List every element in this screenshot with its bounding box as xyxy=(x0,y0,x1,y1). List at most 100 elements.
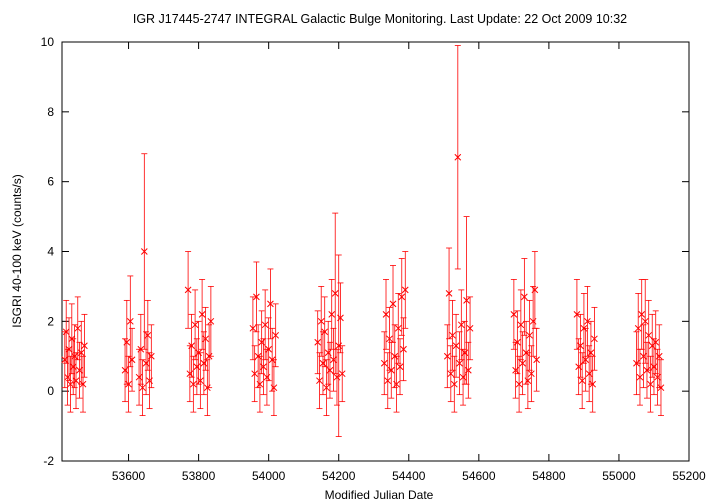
data-point xyxy=(256,355,264,413)
point-marker xyxy=(77,349,85,357)
point-marker xyxy=(573,310,581,318)
data-point xyxy=(386,306,393,371)
point-marker xyxy=(272,331,280,339)
point-marker xyxy=(253,293,260,301)
point-marker xyxy=(62,328,70,336)
data-point xyxy=(657,359,665,417)
point-marker xyxy=(584,317,591,325)
data-point xyxy=(443,324,451,389)
data-point xyxy=(79,355,87,413)
data-point xyxy=(314,310,322,375)
point-marker xyxy=(394,324,402,332)
point-marker xyxy=(79,380,87,388)
point-marker xyxy=(316,377,323,385)
point-marker xyxy=(191,321,199,329)
data-point xyxy=(61,331,69,389)
data-point xyxy=(65,317,73,382)
data-point xyxy=(144,299,152,371)
point-marker xyxy=(449,331,456,339)
point-marker xyxy=(457,321,465,329)
point-marker xyxy=(652,338,660,346)
y-tick-label: 8 xyxy=(47,105,54,119)
point-marker xyxy=(401,286,409,294)
data-point xyxy=(591,306,598,371)
point-marker xyxy=(71,352,78,360)
point-marker xyxy=(647,380,654,388)
data-point xyxy=(454,45,462,270)
data-point xyxy=(126,275,134,368)
x-tick-label: 55000 xyxy=(602,469,636,483)
point-marker xyxy=(331,290,339,297)
point-marker xyxy=(456,359,463,367)
point-marker xyxy=(641,317,649,325)
y-tick-label: 4 xyxy=(47,245,54,259)
data-point xyxy=(447,345,455,403)
x-tick-label: 53800 xyxy=(182,469,216,483)
point-marker xyxy=(380,359,388,367)
data-point xyxy=(207,286,215,357)
point-marker xyxy=(126,317,134,325)
point-marker xyxy=(387,366,395,374)
point-marker xyxy=(67,380,74,388)
point-marker xyxy=(123,338,131,346)
point-marker xyxy=(382,310,390,318)
x-axis-label: Modified Julian Date xyxy=(325,488,434,502)
data-point xyxy=(396,338,404,396)
point-marker xyxy=(386,335,393,343)
y-axis-ticks: -2 0 2 4 6 8 10 xyxy=(41,35,689,468)
data-point xyxy=(316,352,323,410)
x-tick-label: 54000 xyxy=(252,469,286,483)
point-marker xyxy=(466,324,474,332)
data-point xyxy=(517,289,525,361)
point-marker xyxy=(515,380,523,388)
data-point xyxy=(251,345,259,403)
data-point xyxy=(74,296,82,361)
data-point xyxy=(582,327,590,392)
point-marker xyxy=(270,384,278,392)
point-marker xyxy=(447,370,455,378)
data-point xyxy=(123,299,131,385)
x-tick-label: 53600 xyxy=(112,469,146,483)
data-point xyxy=(197,352,204,410)
data-point xyxy=(186,345,194,403)
data-point xyxy=(589,355,597,413)
point-marker xyxy=(69,363,77,371)
point-marker xyxy=(81,342,88,350)
x-tick-label: 54600 xyxy=(462,469,496,483)
x-tick-label: 55200 xyxy=(672,469,706,483)
data-point xyxy=(69,338,77,396)
data-point xyxy=(533,327,540,392)
data-point xyxy=(641,279,649,364)
data-point xyxy=(72,352,80,410)
point-marker xyxy=(454,153,462,161)
point-marker xyxy=(638,310,646,318)
x-axis-ticks: 53600 53800 54000 54200 54400 54600 54800 55000… xyxy=(112,42,706,483)
data-point xyxy=(272,303,280,368)
x-tick-label: 54800 xyxy=(532,469,566,483)
point-marker xyxy=(198,310,206,318)
x-tick-label: 54200 xyxy=(322,469,356,483)
data-point xyxy=(261,289,269,361)
point-marker xyxy=(202,335,209,343)
point-marker xyxy=(128,356,136,364)
data-point xyxy=(519,331,526,396)
point-marker xyxy=(337,314,344,322)
data-point xyxy=(249,296,257,361)
point-marker xyxy=(74,324,82,332)
point-marker xyxy=(577,342,584,350)
point-marker xyxy=(265,345,273,353)
point-marker xyxy=(328,310,336,318)
plot-frame xyxy=(61,41,690,462)
data-point xyxy=(62,299,70,364)
data-point xyxy=(331,212,339,375)
point-marker xyxy=(147,352,155,360)
data-point xyxy=(260,338,267,396)
data-point xyxy=(71,324,78,389)
point-marker xyxy=(317,317,325,325)
point-marker xyxy=(261,321,269,329)
point-marker xyxy=(587,349,595,357)
point-marker xyxy=(256,380,264,388)
point-marker xyxy=(384,377,392,385)
data-point xyxy=(394,292,402,364)
point-marker xyxy=(443,352,451,360)
